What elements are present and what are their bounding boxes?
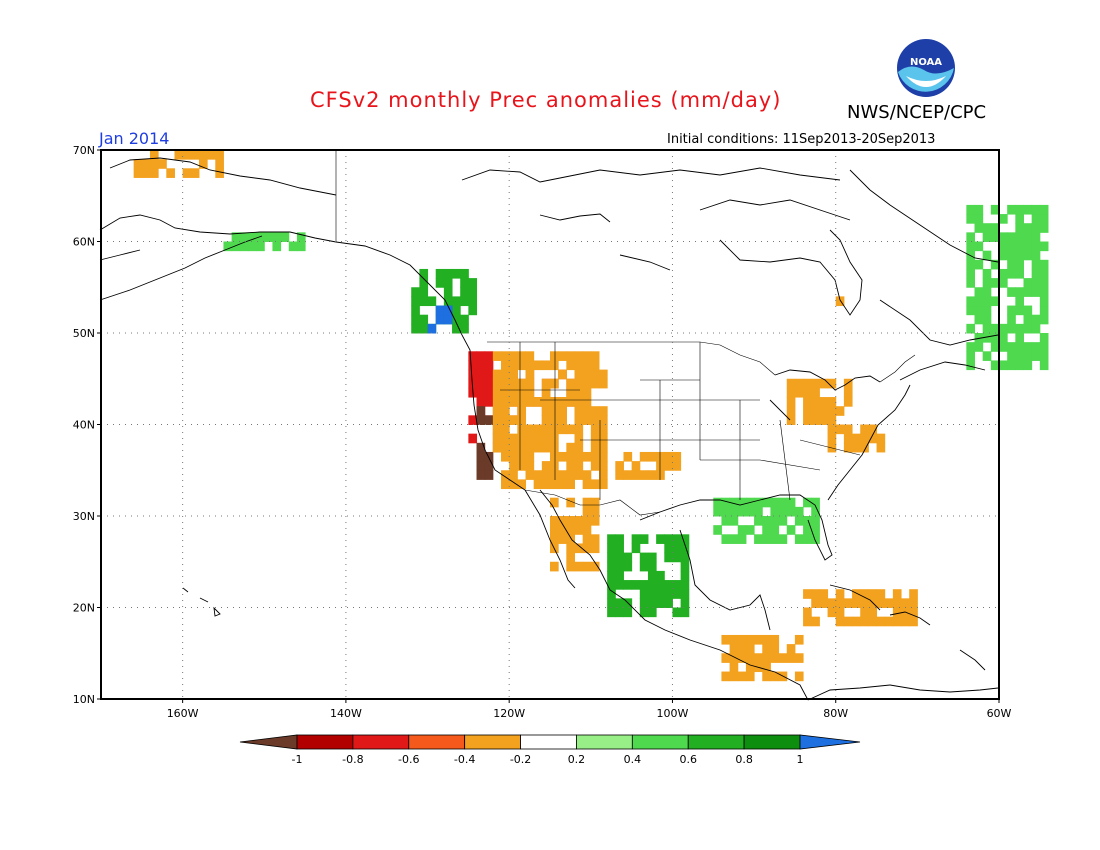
month-label: Jan 2014 xyxy=(99,129,170,148)
lat-tick-label: 60N xyxy=(73,236,95,249)
lon-tick-label: 120W xyxy=(493,707,525,720)
organization-label: NWS/NCEP/CPC xyxy=(847,102,987,123)
colorbar-tick-label: -0.4 xyxy=(454,753,475,766)
colorbar-tick-label: -0.6 xyxy=(398,753,419,766)
colorbar-box xyxy=(687,734,745,750)
anomaly-region-interior-west xyxy=(492,351,608,490)
anomaly-region-south-alaska xyxy=(223,232,306,252)
colorbar-box xyxy=(464,734,521,750)
logo-text: NOAA xyxy=(910,57,942,68)
colorbar-tick-label: -0.8 xyxy=(342,753,363,766)
colorbar-tick-label: 0.6 xyxy=(679,753,697,766)
lon-tick-label: 140W xyxy=(330,707,362,720)
colorbar-box xyxy=(296,734,354,750)
lon-tick-label: 160W xyxy=(167,707,199,720)
colorbar-tick-label: 0.2 xyxy=(568,753,586,766)
anomaly-region-labrador-newfoundland xyxy=(966,204,1049,371)
colorbar-tick-label: 0.4 xyxy=(624,753,642,766)
political-borders xyxy=(335,150,916,516)
anomaly-region-mexico-central xyxy=(607,534,690,618)
colorbar-box xyxy=(576,734,633,750)
lat-tick-label: 50N xyxy=(73,327,95,340)
anomaly-shading xyxy=(133,150,1049,682)
colorbar-box xyxy=(408,734,466,750)
anomaly-region-bc-blue xyxy=(427,305,453,334)
chart-title: CFSv2 monthly Prec anomalies (mm/day) xyxy=(310,88,782,112)
noaa-logo: NOAA xyxy=(897,39,955,97)
coastlines xyxy=(99,157,999,701)
colorbar-box xyxy=(743,734,801,750)
initial-conditions-label: Initial conditions: 11Sep2013-20Sep2013 xyxy=(667,132,936,147)
lon-tick-label: 80W xyxy=(823,707,848,720)
lat-tick-label: 70N xyxy=(73,144,95,157)
colorbar-box xyxy=(631,734,689,750)
colorbar-min-arrow xyxy=(239,734,298,750)
anomaly-region-southwest-plains xyxy=(615,451,682,480)
lat-tick-label: 10N xyxy=(73,693,95,706)
anomaly-region-gulf-coast-southeast xyxy=(713,497,820,544)
colorbar-tick-label: 1 xyxy=(797,753,804,766)
colorbar-tick-label: -0.2 xyxy=(510,753,531,766)
lon-tick-label: 100W xyxy=(657,707,689,720)
colorbar-box xyxy=(520,734,577,750)
colorbar-tick-label: -1 xyxy=(292,753,303,766)
colorbar-tick-label: 0.8 xyxy=(735,753,753,766)
axis-ticks: 70N 60N 50N 40N 30N 20N 10N 160W 140W 120W 100W 80W… xyxy=(73,144,1012,720)
lat-tick-label: 40N xyxy=(73,419,95,432)
anomaly-region-great-lakes xyxy=(786,378,853,425)
lon-tick-label: 60W xyxy=(987,707,1012,720)
anomaly-region-mid-atlantic xyxy=(827,424,886,453)
lat-tick-label: 20N xyxy=(73,602,95,615)
colorbar-max-arrow xyxy=(799,734,861,750)
lat-tick-label: 30N xyxy=(73,510,95,523)
anomaly-region-alaska-north xyxy=(133,150,224,178)
colorbar-box xyxy=(352,734,410,750)
anomaly-region-hudson-bay xyxy=(835,296,845,307)
